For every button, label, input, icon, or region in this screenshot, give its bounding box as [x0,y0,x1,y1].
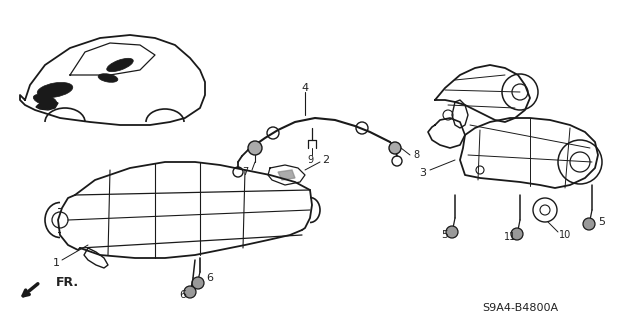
Text: 6: 6 [207,273,214,283]
Text: 7: 7 [242,167,248,177]
Polygon shape [278,170,295,180]
Text: 3: 3 [419,168,426,178]
Text: 1: 1 [52,258,60,268]
Circle shape [446,226,458,238]
Text: 4: 4 [301,83,308,93]
Ellipse shape [107,58,133,72]
Text: 10: 10 [559,230,571,240]
Text: S9A4-B4800A: S9A4-B4800A [482,303,558,313]
Polygon shape [36,100,58,110]
Text: 11: 11 [504,232,516,242]
Circle shape [511,228,523,240]
Text: FR.: FR. [56,277,79,290]
Circle shape [184,286,196,298]
Text: 5: 5 [442,230,449,240]
Text: 8: 8 [413,150,419,160]
Ellipse shape [98,74,118,82]
Text: 2: 2 [323,155,330,165]
Text: 5: 5 [598,217,605,227]
Circle shape [583,218,595,230]
Text: 9: 9 [307,155,313,165]
Ellipse shape [33,94,57,106]
Ellipse shape [37,82,73,98]
Circle shape [389,142,401,154]
Circle shape [192,277,204,289]
Circle shape [248,141,262,155]
Text: 6: 6 [179,290,186,300]
